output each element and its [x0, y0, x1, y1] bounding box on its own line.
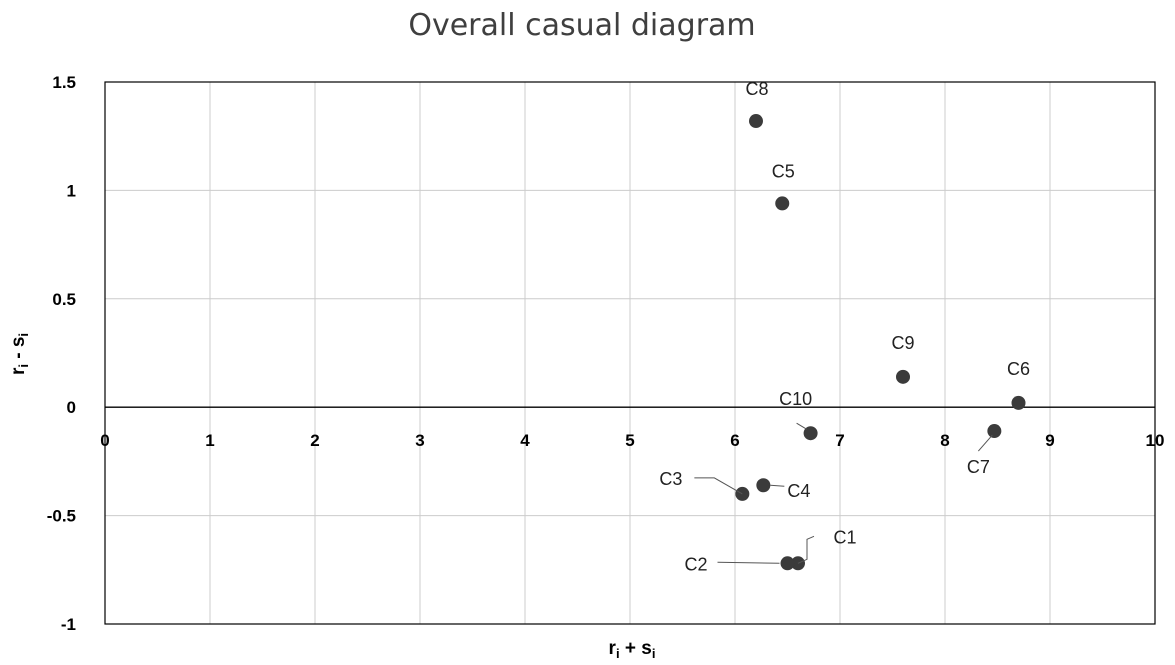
y-tick-label: 0: [67, 398, 76, 417]
leader-line: [797, 535, 815, 564]
y-tick-label: 1.5: [52, 73, 76, 92]
point-label: C9: [891, 333, 914, 353]
y-tick-label: 0.5: [52, 290, 76, 309]
chart-title: Overall casual diagram: [408, 8, 755, 43]
point-label: C1: [833, 527, 856, 547]
grid-layer: [104, 81, 1156, 625]
label-layer: C1 C2 C3 C4 C5 C6 C7 C8 C9 C10: [659, 79, 1030, 574]
axis-layer: 0 1 2 3 4 5 6 7 8 9 10 1.5 1 0.5 0 -0.5 -1: [47, 73, 1165, 634]
x-tick-label: 1: [205, 431, 214, 450]
point-label: C8: [745, 79, 768, 99]
data-point: [775, 196, 790, 211]
x-tick-label: 3: [415, 431, 424, 450]
leader-line: [694, 477, 743, 495]
y-tick-label: -0.5: [47, 507, 76, 526]
data-point: [749, 114, 763, 129]
x-tick-label: 7: [835, 431, 844, 450]
data-point: [756, 478, 771, 493]
x-tick-label: 2: [310, 431, 319, 450]
x-tick-label: 5: [625, 431, 634, 450]
leader-line: [770, 484, 785, 487]
point-label: C4: [787, 481, 810, 501]
point-label: C2: [684, 554, 707, 574]
x-tick-label: 8: [940, 431, 949, 450]
y-tick-label: 1: [67, 181, 76, 200]
data-point: [896, 369, 910, 384]
x-tick-label: 0: [100, 431, 109, 450]
y-tick-label: -1: [61, 615, 76, 634]
point-label: C6: [1007, 359, 1030, 379]
data-point: [780, 556, 795, 571]
point-label: C10: [779, 389, 812, 409]
y-axis-label: ri - si: [8, 333, 31, 375]
x-tick-label: 10: [1146, 431, 1165, 450]
point-label: C7: [967, 457, 990, 477]
x-tick-label: 6: [730, 431, 739, 450]
data-point: [987, 424, 1002, 439]
data-point: [803, 426, 818, 441]
leader-line: [796, 422, 807, 430]
x-axis-label: ri + si: [609, 638, 656, 661]
leader-line: [977, 434, 993, 452]
point-layer: [735, 114, 1026, 571]
point-label: C5: [772, 161, 795, 181]
plot-frame: [104, 81, 1156, 625]
x-tick-label: 9: [1045, 431, 1054, 450]
point-label: C3: [659, 469, 682, 489]
x-tick-label: 4: [520, 431, 530, 450]
leader-line: [717, 561, 780, 564]
data-point: [1011, 395, 1026, 410]
